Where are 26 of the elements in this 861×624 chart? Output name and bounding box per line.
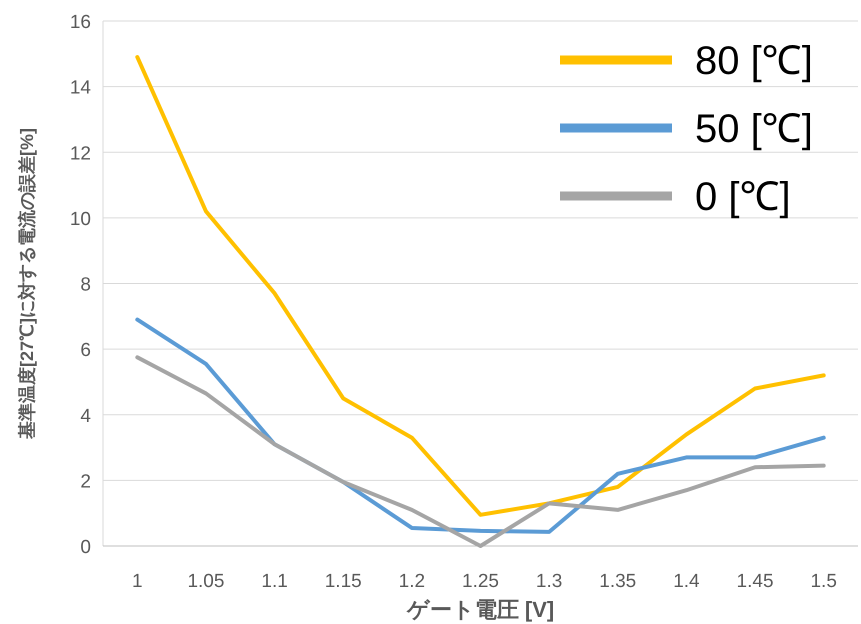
y-tick-label: 16 [70,12,91,33]
line-series [135,355,826,548]
y-tick-label: 8 [80,274,91,296]
x-tick-label: 1.2 [398,571,426,592]
y-tick-label: 10 [70,208,91,230]
y-tick-label: 14 [70,78,92,99]
y-axis-title: 基準温度[27℃]に対する電流の誤差[%] [17,128,37,440]
x-tick-label: 1.05 [187,571,224,592]
legend-label: 50 [℃] [695,107,813,151]
x-tick-label: 1 [132,571,143,592]
x-tick-label: 1.15 [324,571,362,592]
x-tick-label: 1.5 [810,571,837,592]
x-tick-label: 1.3 [536,571,562,592]
x-tick-label: 1.1 [261,571,288,592]
y-tick-label: 6 [80,340,91,362]
x-tick-label: 1.4 [673,571,700,592]
y-tick-label: 12 [70,143,91,164]
x-tick-label: 1.25 [462,571,499,592]
x-tick-label: 1.45 [736,571,774,592]
legend-label: 80 [℃] [695,39,813,83]
x-tick-label: 1.35 [599,571,636,592]
x-axis-title: ゲート電圧 [V] [406,597,554,622]
legend-label: 0 [℃] [695,175,791,219]
y-tick-label: 2 [80,471,91,492]
y-tick-label: 4 [80,406,92,427]
y-tick-label: 0 [80,537,91,558]
